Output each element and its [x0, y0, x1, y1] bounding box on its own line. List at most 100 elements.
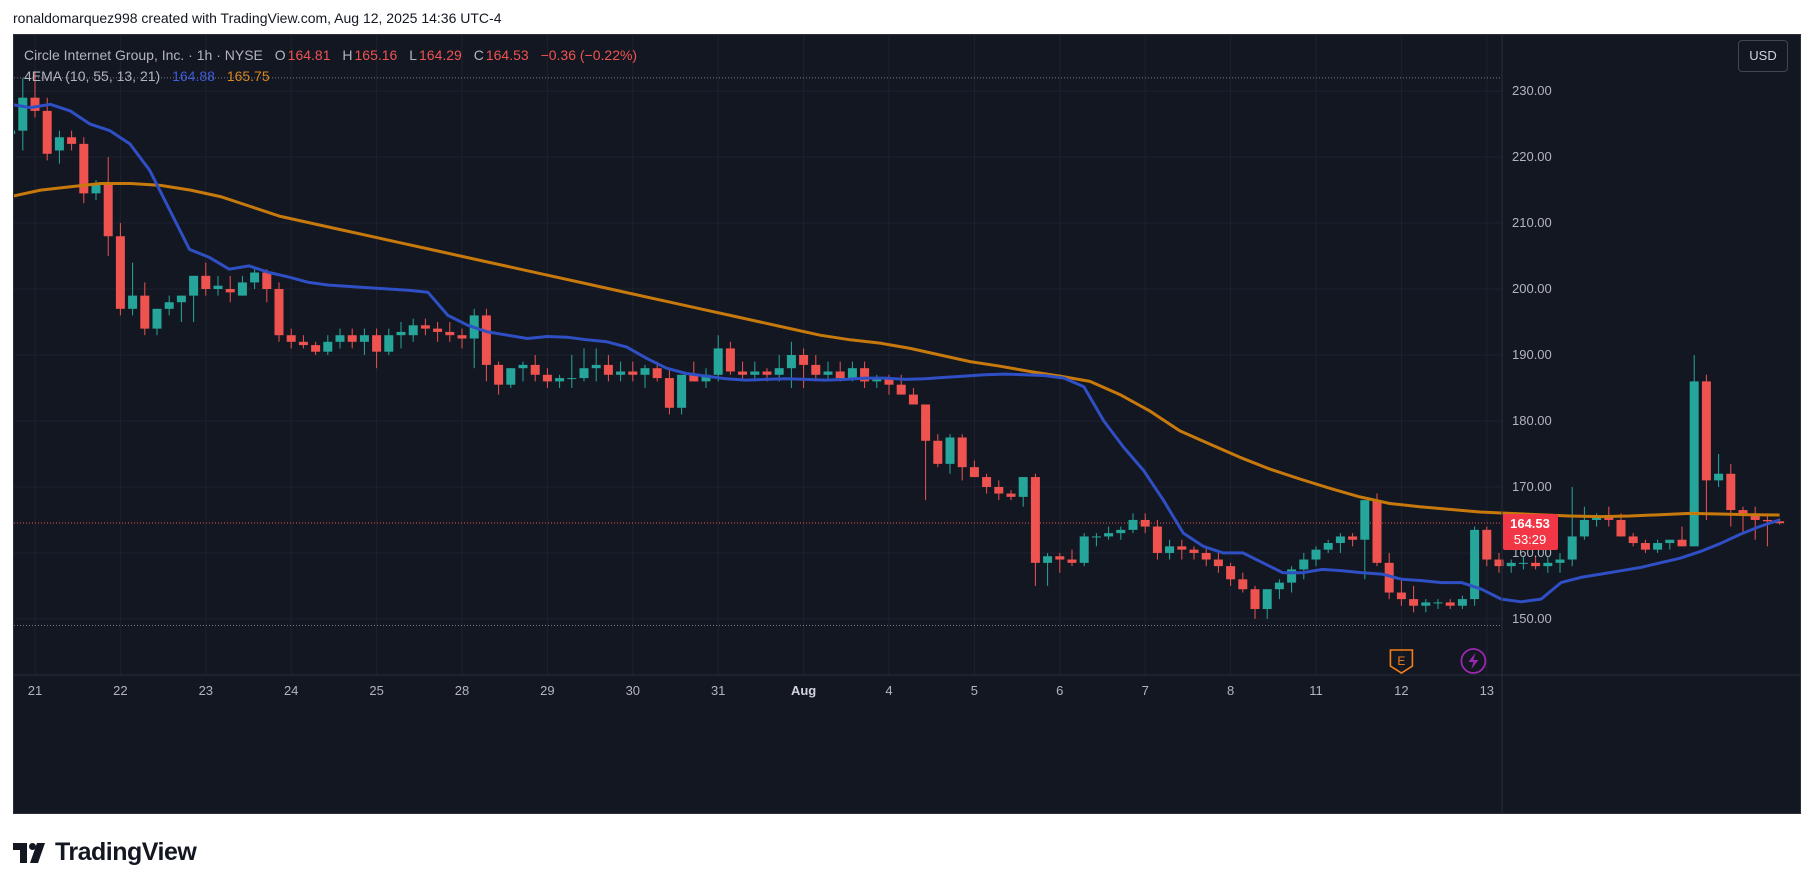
dotted-levels — [14, 77, 1502, 627]
lightning-icon-ring — [1460, 648, 1487, 674]
earnings-icon: E — [1389, 649, 1414, 674]
low-label: L — [409, 47, 418, 63]
candle-body — [408, 325, 418, 336]
candle-body — [603, 364, 613, 375]
candle-body — [152, 308, 162, 329]
candle-body — [945, 437, 955, 464]
candle-body — [42, 110, 52, 154]
candle-body — [1226, 566, 1236, 580]
candles — [14, 71, 1785, 619]
price-tick-label: 190.00 — [1512, 347, 1552, 362]
candle-body — [30, 97, 40, 111]
candle-body — [701, 374, 711, 382]
candle-body — [1567, 536, 1577, 560]
candle-body — [823, 371, 833, 375]
time-tick-label: Aug — [791, 683, 816, 698]
candle-body — [189, 275, 199, 296]
candle-body — [774, 368, 784, 375]
candle-body — [1592, 516, 1602, 520]
candle-body — [201, 275, 211, 290]
time-tick-label: 13 — [1480, 683, 1494, 698]
time-tick-label: 23 — [199, 683, 213, 698]
candle-body — [396, 331, 406, 336]
time-tick-label: 21 — [28, 683, 42, 698]
candlestick-chart[interactable]: 150.00160.00170.00180.00190.00200.00210.… — [14, 35, 1800, 813]
tradingview-wordmark: TradingView — [55, 838, 197, 866]
ema-indicator-label[interactable]: 4EMA (10, 55, 13, 21) — [24, 68, 161, 84]
time-tick-label: 5 — [971, 683, 978, 698]
time-tick-label: 24 — [284, 683, 298, 698]
candle-body — [54, 137, 64, 151]
candle-body — [677, 374, 687, 408]
close-value: 164.53 — [485, 47, 529, 63]
candle-body — [1348, 536, 1358, 540]
candle-body — [262, 272, 272, 290]
symbol-label[interactable]: Circle Internet Group, Inc. · 1h · NYSE — [24, 47, 263, 63]
candle-body — [1091, 536, 1101, 538]
candle-body — [1689, 381, 1699, 547]
price-tag-price: 164.53 — [1510, 516, 1550, 531]
tradingview-logo[interactable]: TradingView — [13, 838, 197, 867]
price-tag-countdown: 53:29 — [1514, 532, 1547, 547]
candle-body — [1628, 536, 1638, 544]
candle-body — [1457, 599, 1467, 606]
candle-body — [311, 345, 321, 352]
candle-body — [1506, 562, 1516, 567]
candle-body — [140, 295, 150, 329]
candle-body — [1311, 549, 1321, 560]
indicator-row: 4EMA (10, 55, 13, 21) 164.88 165.75 — [24, 66, 637, 87]
candle-body — [14, 130, 16, 134]
candle-body — [1726, 473, 1736, 511]
candle-body — [67, 137, 77, 144]
candle-body — [1762, 519, 1772, 522]
candle-body — [652, 368, 662, 379]
candle-body — [567, 378, 577, 380]
candle-body — [1384, 562, 1394, 593]
ohlc-row: Circle Internet Group, Inc. · 1h · NYSE … — [24, 45, 637, 66]
time-tick-label: 12 — [1394, 683, 1408, 698]
candle-body — [384, 335, 394, 352]
candle-body — [250, 272, 260, 283]
candle-body — [835, 371, 845, 379]
candle-body — [1189, 549, 1199, 553]
chart-credit: ronaldomarquez998 created with TradingVi… — [13, 10, 502, 26]
chart-panel[interactable]: 150.00 160.00 170.00 180.00 190.00 200.00 210.… — [13, 34, 1801, 814]
tradingview-logo-icon — [13, 842, 45, 863]
low-value: 164.29 — [419, 47, 462, 63]
candle-body — [1043, 556, 1053, 563]
ema-fast-value: 164.88 — [172, 68, 215, 84]
candle-body — [1152, 526, 1162, 553]
candle-body — [103, 183, 113, 237]
candle-body — [847, 368, 857, 379]
candle-body — [1445, 602, 1455, 606]
candle-body — [908, 394, 918, 405]
candle-body — [969, 467, 979, 478]
candle-body — [530, 364, 540, 375]
ema-slow-line — [14, 182, 1780, 519]
high-label: H — [342, 47, 353, 63]
candle-body — [457, 335, 467, 339]
candle-body — [982, 477, 992, 487]
candle-body — [896, 384, 906, 395]
currency-button[interactable]: USD — [1738, 40, 1788, 72]
candle-body — [884, 378, 894, 385]
candle-body — [1299, 559, 1309, 570]
candle-body — [18, 97, 28, 131]
ema-fast-line — [14, 102, 1781, 604]
price-tag-box — [1503, 514, 1558, 551]
axes: 150.00160.00170.00180.00190.00200.00210.… — [14, 35, 1800, 813]
time-tick-label: 7 — [1142, 683, 1149, 698]
candle-body — [1653, 543, 1663, 550]
candle-body — [542, 374, 552, 382]
candle-body — [298, 341, 308, 346]
candle-body — [1518, 562, 1528, 564]
candle-body — [372, 335, 382, 352]
candle-body — [799, 355, 809, 365]
price-tick-label: 220.00 — [1512, 149, 1552, 164]
time-tick-label: 30 — [626, 683, 640, 698]
candle-body — [359, 335, 369, 342]
candle-body — [433, 328, 443, 332]
candle-body — [1543, 562, 1553, 567]
candle-body — [481, 315, 491, 365]
